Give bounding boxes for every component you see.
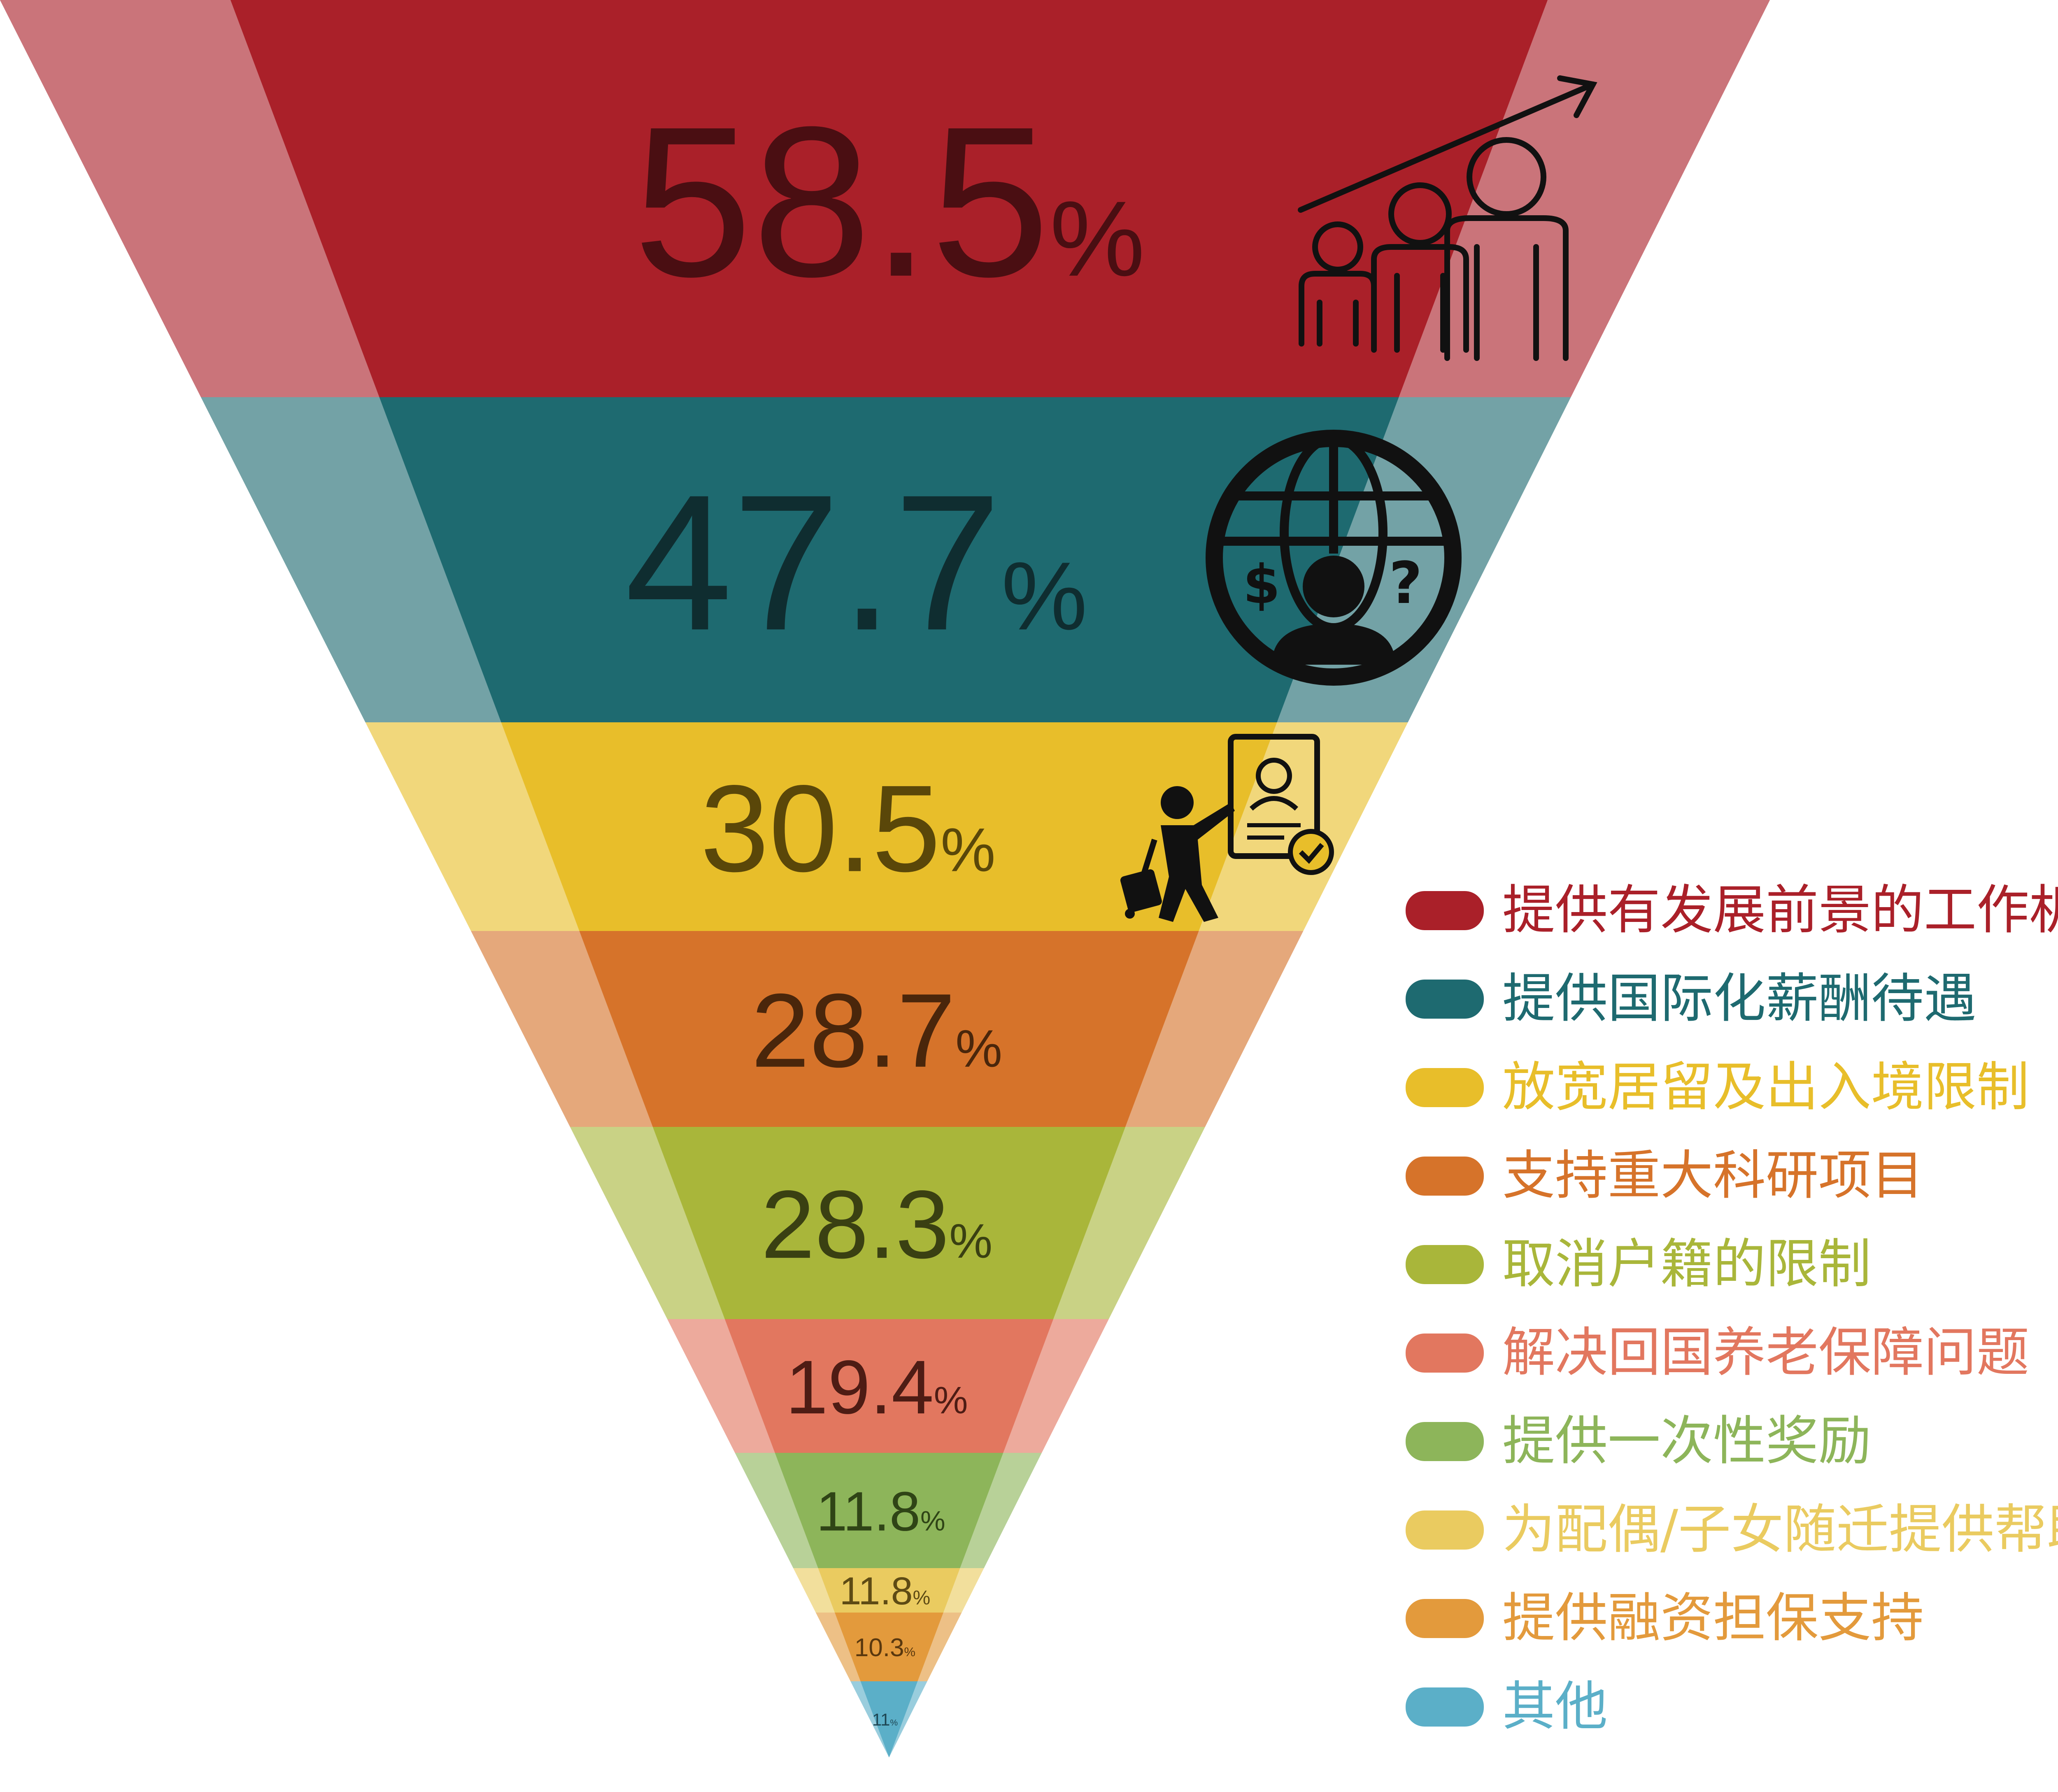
value-number: 11.8 <box>816 1480 920 1543</box>
legend-swatch <box>1406 1157 1484 1196</box>
value-label-7: 11.8% <box>816 1480 945 1543</box>
global-salary-icon: $? <box>1206 430 1462 686</box>
legend-swatch <box>1406 1068 1484 1107</box>
value-number: 10.3 <box>854 1634 904 1662</box>
percent-sign: % <box>913 1587 931 1609</box>
percent-sign: % <box>890 1718 898 1728</box>
legend-item-2: 提供国际化薪酬待遇 <box>1406 968 1977 1029</box>
legend-label: 为配偶/子女随迁提供帮助 <box>1502 1499 2058 1560</box>
value-number: 28.7 <box>751 972 955 1089</box>
value-label-8: 11.8% <box>840 1569 931 1613</box>
legend-label: 解决回国养老保障问题 <box>1502 1322 2029 1383</box>
funnel-left-wing <box>0 0 889 1757</box>
legend-item-4: 支持重大科研项目 <box>1406 1145 1924 1206</box>
percent-sign: % <box>1001 542 1087 650</box>
legend-swatch <box>1406 1687 1484 1727</box>
percent-sign: % <box>904 1645 916 1659</box>
legend-item-8: 为配偶/子女随迁提供帮助 <box>1406 1499 2058 1560</box>
legend-swatch <box>1406 1245 1484 1284</box>
value-label-10: 11% <box>872 1710 898 1729</box>
legend-item-9: 提供融资担保支持 <box>1406 1587 1924 1649</box>
percent-sign: % <box>949 1214 992 1268</box>
value-number: 11 <box>872 1710 890 1729</box>
legend-label: 取消户籍的限制 <box>1502 1233 1871 1295</box>
percent-sign: % <box>955 1019 1002 1078</box>
percent-sign: % <box>934 1379 968 1422</box>
percent-sign: % <box>1050 179 1145 299</box>
funnel-band-10 <box>0 1681 1770 1757</box>
legend-item-5: 取消户籍的限制 <box>1406 1233 1871 1295</box>
legend-swatch <box>1406 1422 1484 1461</box>
value-label-4: 28.7% <box>751 972 1002 1089</box>
legend-label: 提供有发展前景的工作机会 <box>1502 880 2058 941</box>
value-number: 11.8 <box>840 1569 913 1613</box>
value-number: 30.5 <box>700 759 941 898</box>
value-label-5: 28.3% <box>761 1170 992 1278</box>
percent-sign: % <box>920 1506 945 1537</box>
legend-swatch <box>1406 1510 1484 1550</box>
value-label-1: 58.5% <box>633 82 1145 321</box>
percent-sign: % <box>941 815 995 884</box>
legend-item-3: 放宽居留及出入境限制 <box>1406 1057 2029 1118</box>
value-label-6: 19.4% <box>786 1345 968 1430</box>
legend-swatch <box>1406 1599 1484 1638</box>
legend-item-10: 其他 <box>1406 1676 1608 1737</box>
career-growth-icon <box>1298 75 1597 361</box>
legend-label: 放宽居留及出入境限制 <box>1502 1057 2029 1118</box>
value-label-3: 30.5% <box>700 759 995 898</box>
legend-label: 支持重大科研项目 <box>1502 1145 1924 1206</box>
legend-label: 提供融资担保支持 <box>1502 1587 1924 1649</box>
legend-label: 提供一次性奖励 <box>1502 1410 1871 1472</box>
legend-item-1: 提供有发展前景的工作机会 <box>1406 880 2058 941</box>
legend-swatch <box>1406 1334 1484 1373</box>
value-label-2: 47.7% <box>625 454 1087 670</box>
svg-text:?: ? <box>1389 550 1422 617</box>
value-number: 28.3 <box>761 1170 949 1278</box>
value-number: 19.4 <box>786 1345 934 1430</box>
funnel-right-wing <box>889 0 1770 1757</box>
legend-swatch <box>1406 891 1484 930</box>
value-number: 58.5 <box>633 82 1050 321</box>
value-label-9: 10.3% <box>854 1634 915 1662</box>
legend-swatch <box>1406 980 1484 1019</box>
legend-item-7: 提供一次性奖励 <box>1406 1410 1871 1472</box>
immigration-visa-icon <box>1120 734 1334 922</box>
legend-item-6: 解决回国养老保障问题 <box>1406 1322 2029 1383</box>
value-number: 47.7 <box>625 454 1001 670</box>
svg-text:$: $ <box>1243 553 1280 616</box>
legend-label: 其他 <box>1502 1676 1608 1737</box>
legend-label: 提供国际化薪酬待遇 <box>1502 968 1977 1029</box>
